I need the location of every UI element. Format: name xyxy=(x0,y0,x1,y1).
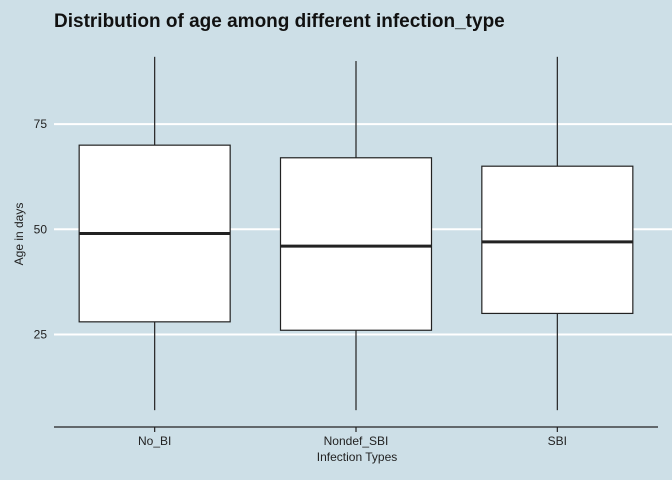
chart-title: Distribution of age among different infe… xyxy=(54,11,505,32)
box-iqr xyxy=(481,165,634,315)
x-axis-title: Infection Types xyxy=(317,450,398,464)
boxplot-sbi xyxy=(481,56,634,411)
y-tick-label: 75 xyxy=(34,117,48,131)
y-tick-labels: 25 50 75 xyxy=(34,117,48,341)
x-tick-label: Nondef_SBI xyxy=(324,434,389,448)
x-tick-labels: No_BI Nondef_SBI SBI xyxy=(138,427,567,448)
boxplots xyxy=(78,56,634,411)
y-tick-label: 25 xyxy=(34,327,48,341)
x-tick-label: No_BI xyxy=(138,434,171,448)
y-tick-label: 50 xyxy=(34,222,48,236)
x-tick-label: SBI xyxy=(548,434,567,448)
y-axis-title: Age in days xyxy=(12,203,26,266)
boxplot-nondef-sbi xyxy=(279,61,433,411)
box-iqr xyxy=(279,157,433,331)
boxplot-no-bi xyxy=(78,56,231,411)
